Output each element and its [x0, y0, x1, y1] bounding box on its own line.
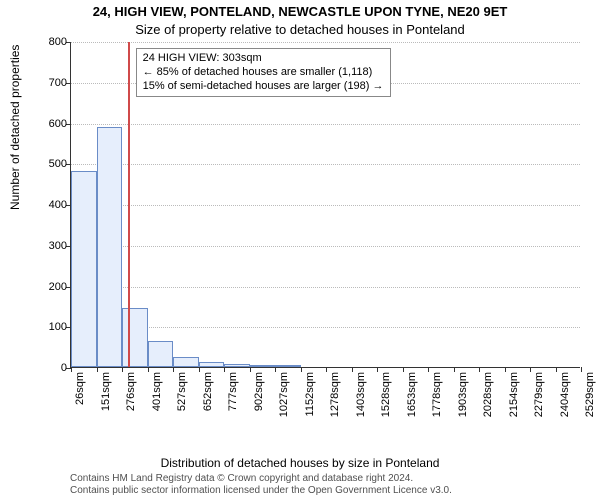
- xtick-label: 2154sqm: [508, 372, 520, 417]
- xtick-label: 401sqm: [151, 372, 163, 411]
- gridline-h: [71, 205, 580, 206]
- histogram-bar: [275, 365, 301, 367]
- reference-line: [128, 42, 130, 367]
- gridline-h: [71, 124, 580, 125]
- xtick-label: 777sqm: [227, 372, 239, 411]
- xtick-label: 902sqm: [253, 372, 265, 411]
- ytick-label: 400: [31, 199, 67, 211]
- xtick-mark: [581, 367, 582, 372]
- xtick-mark: [97, 367, 98, 372]
- xtick-label: 1653sqm: [406, 372, 418, 417]
- ytick-label: 700: [31, 77, 67, 89]
- xtick-mark: [530, 367, 531, 372]
- xtick-label: 527sqm: [176, 372, 188, 411]
- xtick-mark: [148, 367, 149, 372]
- histogram-bar: [71, 171, 97, 367]
- xtick-mark: [403, 367, 404, 372]
- xtick-label: 26sqm: [74, 372, 86, 405]
- x-axis-label: Distribution of detached houses by size …: [0, 456, 600, 470]
- histogram-bar: [148, 341, 174, 367]
- gridline-h: [71, 287, 580, 288]
- annotation-line-3: 15% of semi-detached houses are larger (…: [143, 80, 384, 94]
- xtick-label: 2028sqm: [482, 372, 494, 417]
- xtick-label: 1152sqm: [304, 372, 316, 416]
- xtick-label: 1903sqm: [457, 372, 469, 417]
- xtick-mark: [556, 367, 557, 372]
- y-axis-label: Number of detached properties: [8, 45, 22, 210]
- xtick-mark: [71, 367, 72, 372]
- xtick-mark: [224, 367, 225, 372]
- chart-title-main: 24, HIGH VIEW, PONTELAND, NEWCASTLE UPON…: [0, 4, 600, 19]
- xtick-label: 1403sqm: [355, 372, 367, 417]
- xtick-mark: [173, 367, 174, 372]
- histogram-bar: [173, 357, 199, 367]
- xtick-label: 1528sqm: [380, 372, 392, 417]
- xtick-mark: [352, 367, 353, 372]
- xtick-mark: [326, 367, 327, 372]
- xtick-mark: [250, 367, 251, 372]
- gridline-h: [71, 246, 580, 247]
- ytick-label: 300: [31, 240, 67, 252]
- footer-line-2: Contains public sector information licen…: [70, 485, 452, 497]
- histogram-bar: [199, 362, 225, 367]
- ytick-label: 800: [31, 36, 67, 48]
- gridline-h: [71, 164, 580, 165]
- ytick-label: 600: [31, 118, 67, 130]
- ytick-label: 100: [31, 321, 67, 333]
- xtick-mark: [122, 367, 123, 372]
- histogram-bar: [224, 364, 250, 367]
- xtick-label: 2279sqm: [533, 372, 545, 417]
- annotation-box: 24 HIGH VIEW: 303sqm← 85% of detached ho…: [136, 48, 391, 97]
- ytick-label: 0: [31, 362, 67, 374]
- xtick-mark: [275, 367, 276, 372]
- gridline-h: [71, 42, 580, 43]
- xtick-mark: [454, 367, 455, 372]
- chart-container: 24, HIGH VIEW, PONTELAND, NEWCASTLE UPON…: [0, 0, 600, 500]
- xtick-mark: [479, 367, 480, 372]
- xtick-mark: [199, 367, 200, 372]
- histogram-bar: [97, 127, 123, 367]
- xtick-label: 2404sqm: [559, 372, 571, 417]
- plot-area: 24 HIGH VIEW: 303sqm← 85% of detached ho…: [70, 42, 580, 368]
- xtick-label: 2529sqm: [584, 372, 596, 417]
- annotation-line-2: ← 85% of detached houses are smaller (1,…: [143, 66, 384, 80]
- footer-attribution: Contains HM Land Registry data © Crown c…: [70, 473, 452, 496]
- histogram-bar: [122, 308, 148, 367]
- xtick-label: 1027sqm: [278, 372, 290, 417]
- histogram-bar: [250, 365, 276, 367]
- chart-title-sub: Size of property relative to detached ho…: [0, 22, 600, 37]
- xtick-mark: [301, 367, 302, 372]
- ytick-label: 200: [31, 281, 67, 293]
- ytick-label: 500: [31, 158, 67, 170]
- xtick-label: 652sqm: [202, 372, 214, 411]
- footer-line-1: Contains HM Land Registry data © Crown c…: [70, 473, 452, 485]
- xtick-label: 151sqm: [100, 372, 112, 411]
- xtick-label: 1778sqm: [431, 372, 443, 417]
- xtick-label: 1278sqm: [329, 372, 341, 417]
- xtick-mark: [428, 367, 429, 372]
- xtick-mark: [505, 367, 506, 372]
- annotation-line-1: 24 HIGH VIEW: 303sqm: [143, 52, 384, 66]
- xtick-label: 276sqm: [125, 372, 137, 411]
- xtick-mark: [377, 367, 378, 372]
